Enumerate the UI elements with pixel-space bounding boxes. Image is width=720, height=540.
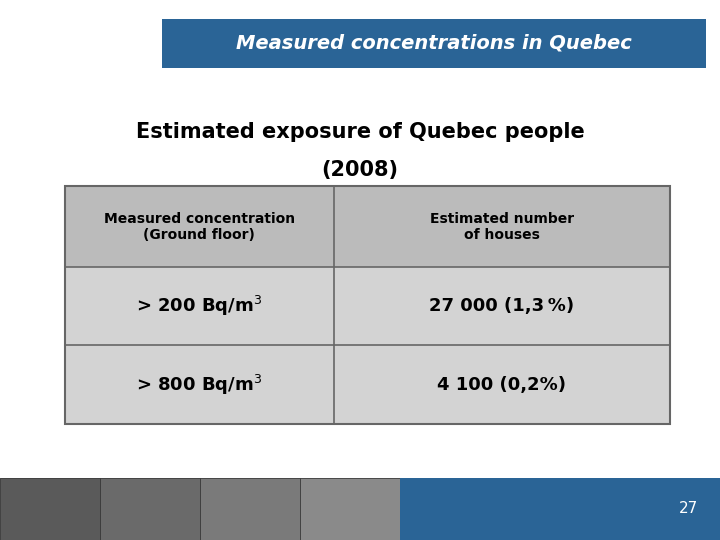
Text: Estimated exposure of Quebec people: Estimated exposure of Quebec people: [135, 122, 585, 143]
Bar: [100, 478, 200, 540]
Bar: [0, 478, 400, 540]
Bar: [400, 478, 720, 540]
Bar: [65, 267, 670, 346]
Bar: [65, 186, 670, 267]
Bar: [162, 19, 706, 68]
Bar: [200, 478, 300, 540]
Text: (2008): (2008): [322, 160, 398, 180]
Text: > 800 Bq/m$^3$: > 800 Bq/m$^3$: [136, 373, 263, 397]
Text: 27 000 (1,3 %): 27 000 (1,3 %): [429, 298, 575, 315]
Text: Estimated number
of houses: Estimated number of houses: [430, 212, 574, 242]
Bar: [300, 478, 400, 540]
Text: 4 100 (0,2%): 4 100 (0,2%): [437, 376, 566, 394]
Bar: [65, 186, 670, 424]
Text: Measured concentrations in Quebec: Measured concentrations in Quebec: [236, 33, 631, 53]
Bar: [65, 346, 670, 424]
Text: Measured concentration
(Ground floor): Measured concentration (Ground floor): [104, 212, 295, 242]
Text: 27: 27: [679, 502, 698, 516]
Bar: [0, 478, 100, 540]
Text: > 200 Bq/m$^3$: > 200 Bq/m$^3$: [136, 294, 263, 319]
